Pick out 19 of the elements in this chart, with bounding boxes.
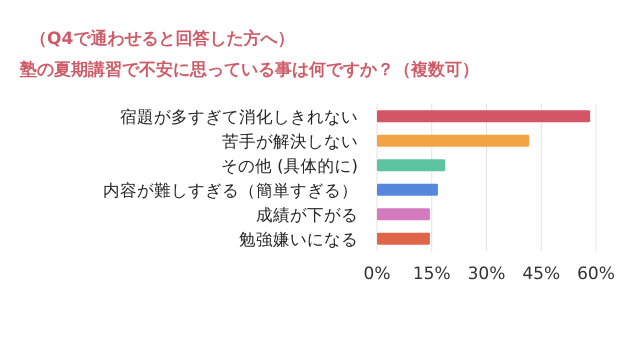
x-tick-label: 60%: [577, 264, 615, 284]
y-tick-label: 成績が下がる: [256, 205, 358, 224]
y-tick-label: 内容が難しすぎる（簡単すぎる）: [103, 180, 358, 200]
x-tick-label: 30%: [468, 264, 506, 284]
y-tick-label: 宿題が多すぎて消化しきれない: [120, 107, 358, 126]
bar: [377, 134, 530, 147]
bar: [377, 184, 438, 196]
y-tick-label: その他 (具体的に): [220, 156, 358, 176]
y-tick-label: 勉強嫌いになる: [239, 230, 358, 249]
text: （Q4で通わせると回答した方へ）: [30, 29, 294, 49]
bar: [377, 159, 446, 172]
x-tick-label: 45%: [522, 264, 560, 284]
bar: [377, 110, 590, 122]
bar: [377, 232, 430, 245]
bar: [377, 208, 430, 220]
x-tick-label: 0%: [364, 264, 390, 284]
y-tick-label: 苦手が解決しない: [222, 132, 358, 151]
x-tick-label: 15%: [412, 264, 451, 284]
chart-subtitle: 塾の夏期講習で不安に思っている事は何ですか？（複数可）: [19, 60, 479, 80]
